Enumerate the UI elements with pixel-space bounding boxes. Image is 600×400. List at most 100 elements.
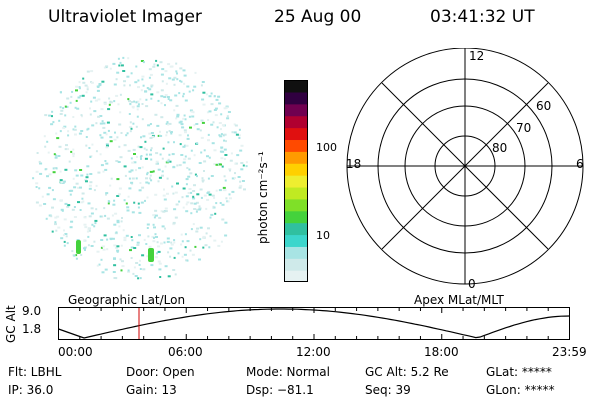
- pixel-speck: [81, 94, 85, 97]
- pixel-speck: [149, 73, 153, 76]
- mlt-label-0: 0: [468, 277, 476, 291]
- pixel-speck: [199, 188, 203, 191]
- pixel-speck: [133, 201, 136, 204]
- pixel-speck: [214, 107, 218, 110]
- instrument-title: Ultraviolet Imager: [48, 7, 202, 27]
- pixel-speck: [186, 201, 190, 204]
- pixel-speck: [143, 238, 146, 241]
- pixel-speck: [64, 148, 67, 151]
- pixel-speck: [155, 59, 158, 62]
- pixel-speck: [233, 123, 236, 126]
- pixel-speck: [75, 85, 79, 88]
- colorbar-band: [284, 115, 308, 129]
- pixel-speck: [80, 174, 84, 177]
- pixel-speck: [190, 202, 194, 205]
- pixel-speck: [51, 230, 54, 233]
- pixel-speck: [152, 65, 156, 68]
- pixel-speck: [220, 240, 223, 243]
- pixel-speck: [235, 133, 239, 136]
- pixel-speck: [159, 153, 162, 156]
- pixel-speck: [144, 140, 147, 143]
- pixel-speck: [158, 216, 162, 219]
- pixel-speck: [113, 100, 116, 103]
- pixel-speck: [125, 202, 128, 205]
- pixel-speck: [83, 239, 86, 242]
- pixel-speck: [36, 152, 39, 154]
- pixel-speck: [115, 160, 119, 162]
- pixel-speck: [220, 157, 224, 160]
- pixel-speck: [73, 216, 77, 218]
- pixel-speck: [146, 171, 149, 174]
- pixel-speck: [75, 182, 79, 185]
- pixel-speck: [76, 107, 80, 110]
- pixel-speck: [182, 206, 185, 209]
- pixel-speck: [55, 132, 58, 135]
- pixel-speck: [154, 214, 158, 217]
- pixel-speck: [127, 269, 130, 272]
- pixel-speck: [131, 183, 134, 186]
- pixel-speck: [105, 143, 109, 146]
- pixel-speck: [233, 177, 236, 179]
- pixel-speck: [208, 156, 211, 159]
- pixel-speck: [233, 131, 237, 134]
- pixel-speck: [195, 210, 198, 213]
- pixel-speck: [168, 153, 171, 156]
- pixel-speck: [54, 216, 58, 219]
- pixel-speck: [239, 149, 243, 152]
- pixel-speck: [100, 136, 104, 139]
- pixel-speck: [146, 173, 149, 176]
- pixel-speck: [107, 129, 110, 132]
- pixel-speck: [206, 155, 209, 158]
- pixel-speck: [54, 223, 57, 226]
- pixel-speck: [103, 131, 107, 134]
- pixel-speck: [226, 200, 229, 203]
- pixel-speck: [201, 180, 204, 183]
- pixel-speck: [86, 88, 89, 91]
- pixel-speck: [52, 198, 56, 201]
- pixel-speck: [123, 199, 126, 202]
- pixel-speck: [96, 85, 100, 88]
- pixel-speck: [224, 221, 228, 224]
- pixel-speck: [209, 216, 212, 219]
- pixel-speck: [223, 158, 226, 161]
- pixel-speck: [74, 133, 77, 136]
- pixel-speck: [54, 221, 57, 224]
- pixel-speck: [150, 97, 153, 100]
- pixel-speck: [130, 246, 134, 249]
- pixel-speck: [121, 217, 123, 219]
- pixel-speck: [73, 186, 77, 189]
- pixel-speck: [171, 78, 175, 81]
- pixel-speck: [160, 116, 164, 119]
- pixel-speck: [86, 70, 90, 73]
- pixel-speck: [127, 57, 130, 60]
- pixel-speck: [100, 108, 104, 111]
- pixel-speck: [221, 150, 225, 153]
- pixel-speck: [89, 156, 92, 158]
- pixel-speck: [167, 158, 170, 161]
- pixel-speck: [80, 254, 83, 256]
- pixel-speck: [145, 243, 148, 245]
- pixel-speck: [189, 126, 192, 129]
- pixel-speck: [221, 124, 225, 127]
- pixel-speck: [168, 122, 172, 125]
- pixel-speck: [213, 163, 216, 166]
- pixel-speck: [135, 177, 138, 180]
- pixel-speck: [93, 225, 96, 228]
- pixel-speck: [218, 122, 222, 124]
- pixel-speck: [107, 202, 110, 205]
- pixel-speck: [63, 244, 66, 247]
- pixel-speck: [117, 161, 121, 163]
- pixel-speck: [170, 241, 173, 244]
- pixel-speck: [123, 80, 126, 83]
- pixel-speck: [118, 145, 121, 148]
- pixel-speck: [154, 233, 157, 236]
- gc-plot-frame: [58, 307, 570, 340]
- pixel-speck: [180, 80, 183, 83]
- pixel-speck: [105, 162, 109, 165]
- pixel-speck: [163, 198, 167, 201]
- pixel-speck: [44, 168, 47, 171]
- pixel-speck: [184, 99, 188, 102]
- status-door: Door: Open: [126, 365, 195, 379]
- pixel-speck: [199, 226, 203, 229]
- pixel-speck: [175, 203, 179, 206]
